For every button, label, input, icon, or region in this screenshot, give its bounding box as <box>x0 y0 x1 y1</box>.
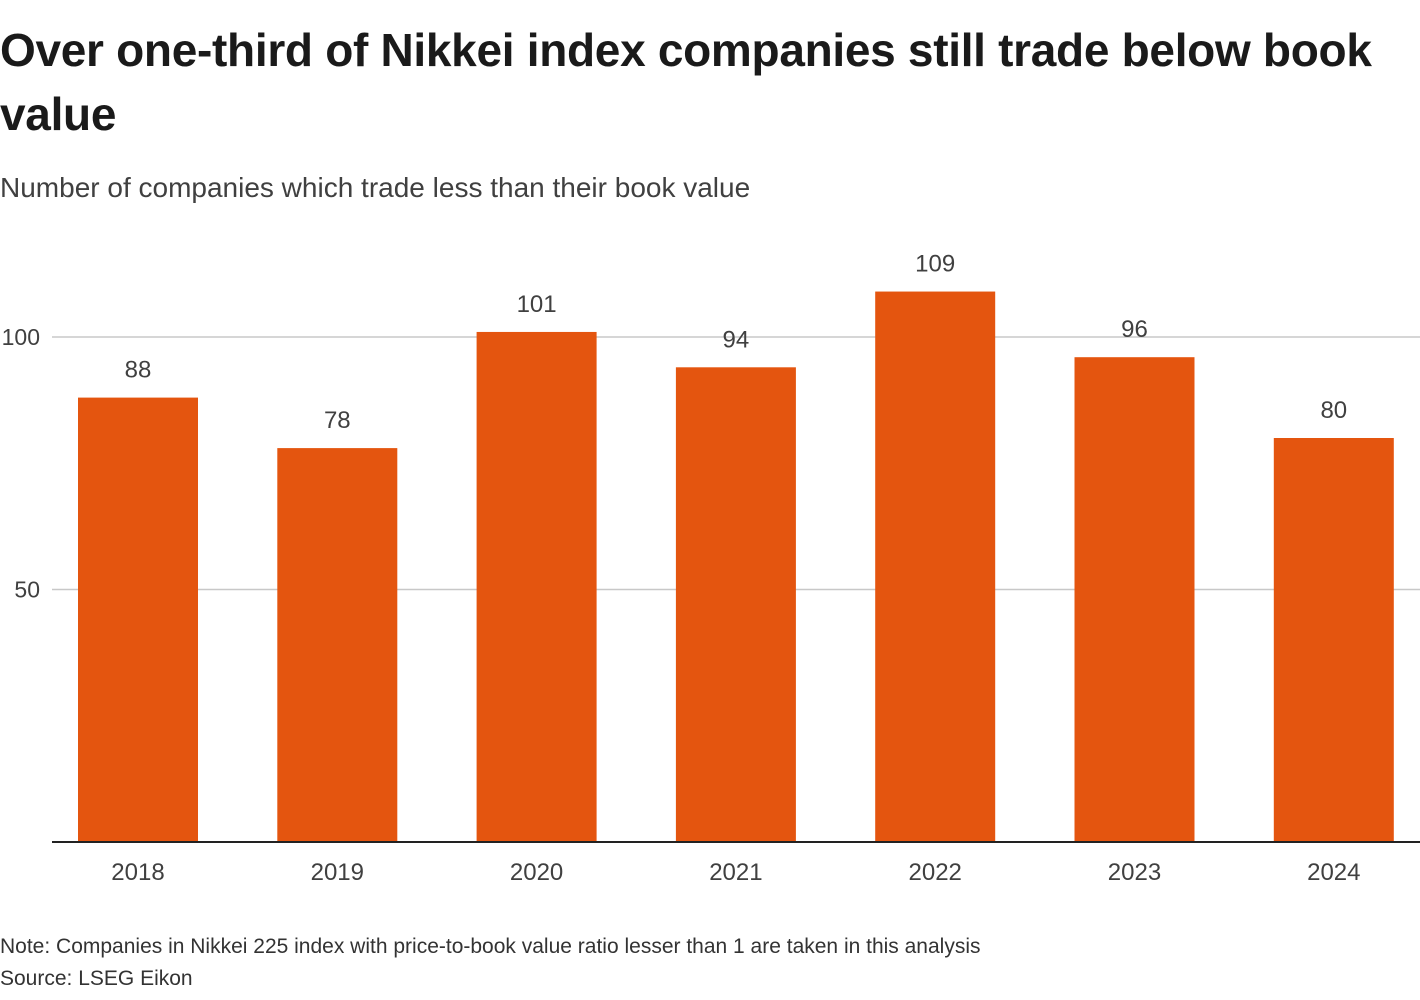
y-tick-label: 100 <box>2 324 40 350</box>
data-label-2023: 96 <box>1121 316 1148 343</box>
x-tick-label-2024: 2024 <box>1307 859 1360 886</box>
x-tick-label-2021: 2021 <box>709 859 762 886</box>
bar-2024 <box>1273 438 1394 842</box>
bar-2018 <box>78 397 198 842</box>
data-label-2018: 88 <box>125 357 152 384</box>
x-tick-label-2022: 2022 <box>909 859 962 886</box>
chart-title: Over one-third of Nikkei index companies… <box>0 24 1372 140</box>
axis-ticks: 50 100 2018 2019 2020 2021 2022 2023 2024 <box>2 324 1361 886</box>
x-tick-label-2020: 2020 <box>510 859 563 886</box>
bar-2022 <box>875 291 996 842</box>
x-tick-label-2019: 2019 <box>311 859 364 886</box>
source-note: Source: LSEG Eikon <box>0 967 193 990</box>
chart-subtitle: Number of companies which trade less tha… <box>0 172 751 203</box>
bars <box>78 291 1394 842</box>
data-label-2024: 80 <box>1320 397 1347 424</box>
y-tick-label: 50 <box>14 577 40 603</box>
bar-2020 <box>476 331 597 842</box>
bar-chart: 88 78 101 94 109 96 80 50 100 2018 2019 2020 2021 20… <box>2 251 1420 886</box>
x-tick-label-2018: 2018 <box>111 859 164 886</box>
footnote: Note: Companies in Nikkei 225 index with… <box>0 935 981 958</box>
data-labels: 88 78 101 94 109 96 80 <box>125 251 1348 435</box>
data-label-2019: 78 <box>324 407 351 434</box>
x-tick-label-2023: 2023 <box>1108 859 1161 886</box>
bar-2019 <box>277 448 398 842</box>
bar-2023 <box>1074 357 1195 842</box>
bar-2021 <box>675 367 796 842</box>
data-label-2022: 109 <box>915 251 955 278</box>
data-label-2020: 101 <box>517 291 557 318</box>
data-label-2021: 94 <box>723 326 750 353</box>
